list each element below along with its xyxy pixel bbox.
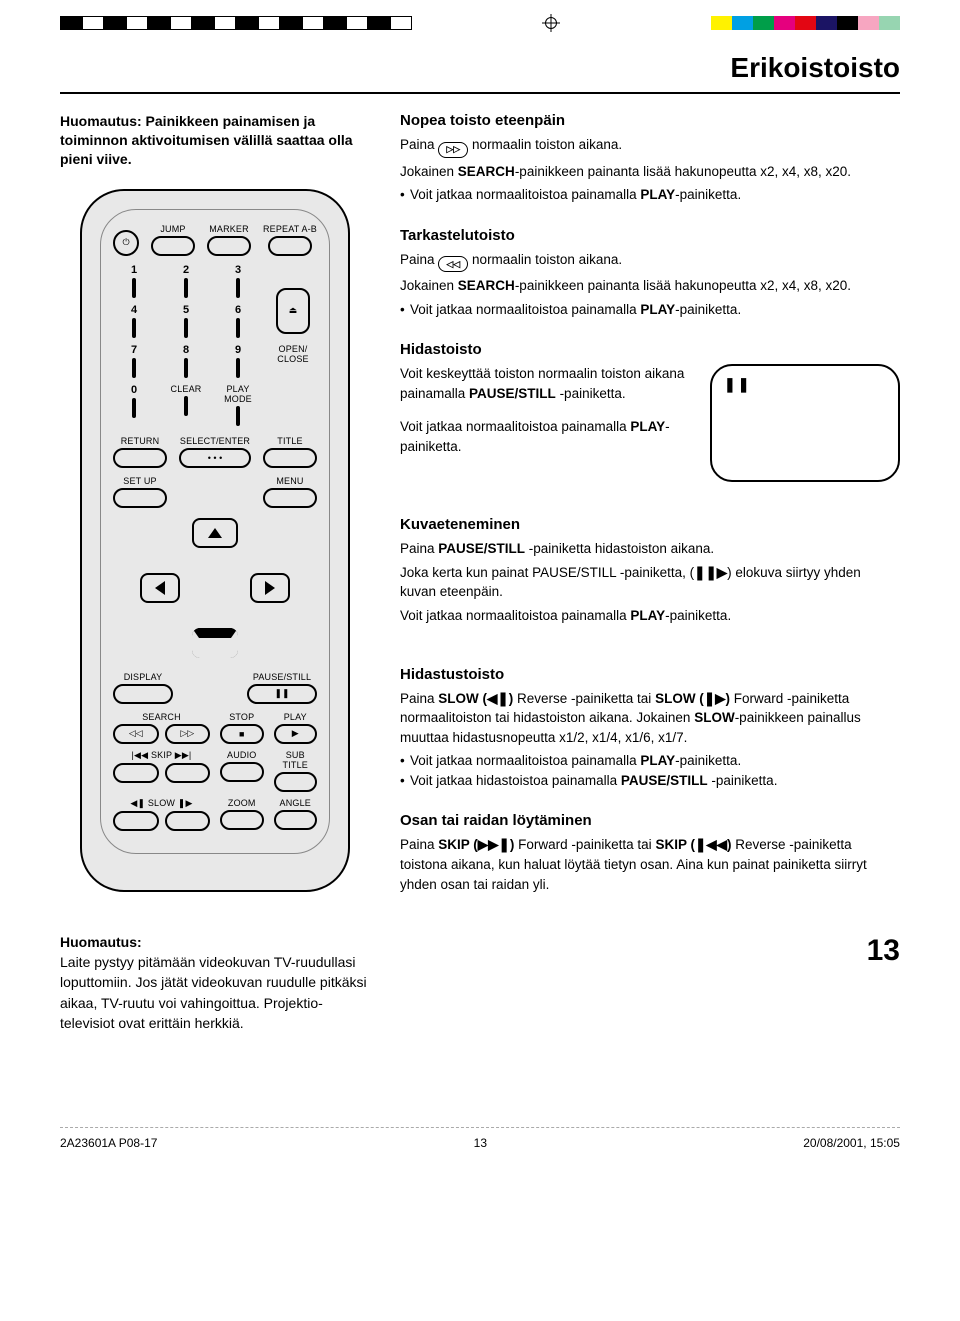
page-number: 13: [400, 934, 900, 968]
play-mode-button: [236, 406, 240, 426]
slow-fwd-button: [165, 811, 211, 831]
section-heading: Hidastustoisto: [400, 666, 900, 683]
play-button: ▶: [274, 724, 318, 744]
marker-label: MARKER: [209, 224, 249, 234]
num-7-button: [132, 358, 136, 378]
print-registration-bar: [0, 0, 960, 38]
subtitle-button: [274, 772, 318, 792]
num-5-button: [184, 318, 188, 338]
dpad-down-button: [192, 628, 238, 658]
section-fast-forward: Nopea toisto eteenpäin Paina ▷▷ normaali…: [400, 112, 900, 205]
menu-button: [263, 488, 317, 508]
jump-button: [151, 236, 195, 256]
dpad-up-button: [192, 518, 238, 548]
section-locate: Osan tai raidan löytäminen Paina SKIP (▶…: [400, 812, 900, 894]
power-button: ⏻: [113, 230, 139, 256]
section-heading: Nopea toisto eteenpäin: [400, 112, 900, 129]
section-slow: Hidastoisto Voit keskeyttää toiston norm…: [400, 341, 900, 482]
slow-rev-button: [113, 811, 159, 831]
repeat-label: REPEAT A-B: [263, 224, 317, 234]
marker-button: [207, 236, 251, 256]
footer-left: 2A23601A P08-17: [60, 1136, 157, 1150]
num-6-button: [236, 318, 240, 338]
dpad: [140, 518, 290, 658]
num-4-button: [132, 318, 136, 338]
return-button: [113, 448, 167, 468]
print-footer: 2A23601A P08-17 13 20/08/2001, 15:05: [60, 1127, 900, 1168]
section-frame-advance: Kuvaeteneminen Paina PAUSE/STILL -painik…: [400, 516, 900, 625]
crosshair-mark: [542, 14, 560, 32]
stop-button: ■: [220, 724, 264, 744]
footer-center: 13: [474, 1136, 487, 1150]
num-0-button: [132, 398, 136, 418]
ffwd-icon: ▷▷: [438, 142, 468, 158]
clear-button: [184, 396, 188, 416]
intro-note: Huomautus: Painikkeen painamisen ja toim…: [60, 112, 370, 169]
eject-button: ⏏: [276, 288, 310, 334]
section-heading: Tarkastelutoisto: [400, 227, 900, 244]
num-3-button: [236, 278, 240, 298]
color-registration-blocks: [690, 16, 900, 30]
num-8-button: [184, 358, 188, 378]
skip-fwd-button: [165, 763, 211, 783]
section-review: Tarkastelutoisto Paina ◁◁ normaalin tois…: [400, 227, 900, 320]
display-button: [113, 684, 173, 704]
num-2-button: [184, 278, 188, 298]
num-9-button: [236, 358, 240, 378]
remote-control-diagram: ⏻ JUMP MARKER REPEAT A-B: [80, 189, 350, 892]
search-fwd-button: ▷▷: [165, 724, 211, 744]
num-1-button: [132, 278, 136, 298]
repeat-ab-button: [268, 236, 312, 256]
tv-screen-illustration: ❚❚: [710, 364, 900, 482]
jump-label: JUMP: [160, 224, 185, 234]
dpad-left-button: [140, 573, 180, 603]
section-heading: Osan tai raidan löytäminen: [400, 812, 900, 829]
page-title: Erikoistoisto: [60, 52, 900, 84]
setup-button: [113, 488, 167, 508]
dpad-right-button: [250, 573, 290, 603]
select-enter-button: • • •: [179, 448, 251, 468]
page-title-row: Erikoistoisto: [60, 52, 900, 94]
rewind-icon: ◁◁: [438, 256, 468, 272]
section-heading: Kuvaeteneminen: [400, 516, 900, 533]
zoom-button: [220, 810, 264, 830]
title-button: [263, 448, 317, 468]
search-rev-button: ◁◁: [113, 724, 159, 744]
audio-button: [220, 762, 264, 782]
skip-rev-button: [113, 763, 159, 783]
footer-right: 20/08/2001, 15:05: [803, 1136, 900, 1150]
pause-still-button: ❚❚: [247, 684, 317, 704]
section-heading: Hidastoisto: [400, 341, 900, 358]
angle-button: [274, 810, 318, 830]
footer-note: Huomautus: Laite pystyy pitämään videoku…: [60, 932, 370, 1033]
pause-icon: ❚❚: [724, 376, 740, 393]
bw-registration-blocks: [60, 16, 412, 30]
section-slow-playback: Hidastustoisto Paina SLOW (◀❚) Reverse -…: [400, 666, 900, 791]
